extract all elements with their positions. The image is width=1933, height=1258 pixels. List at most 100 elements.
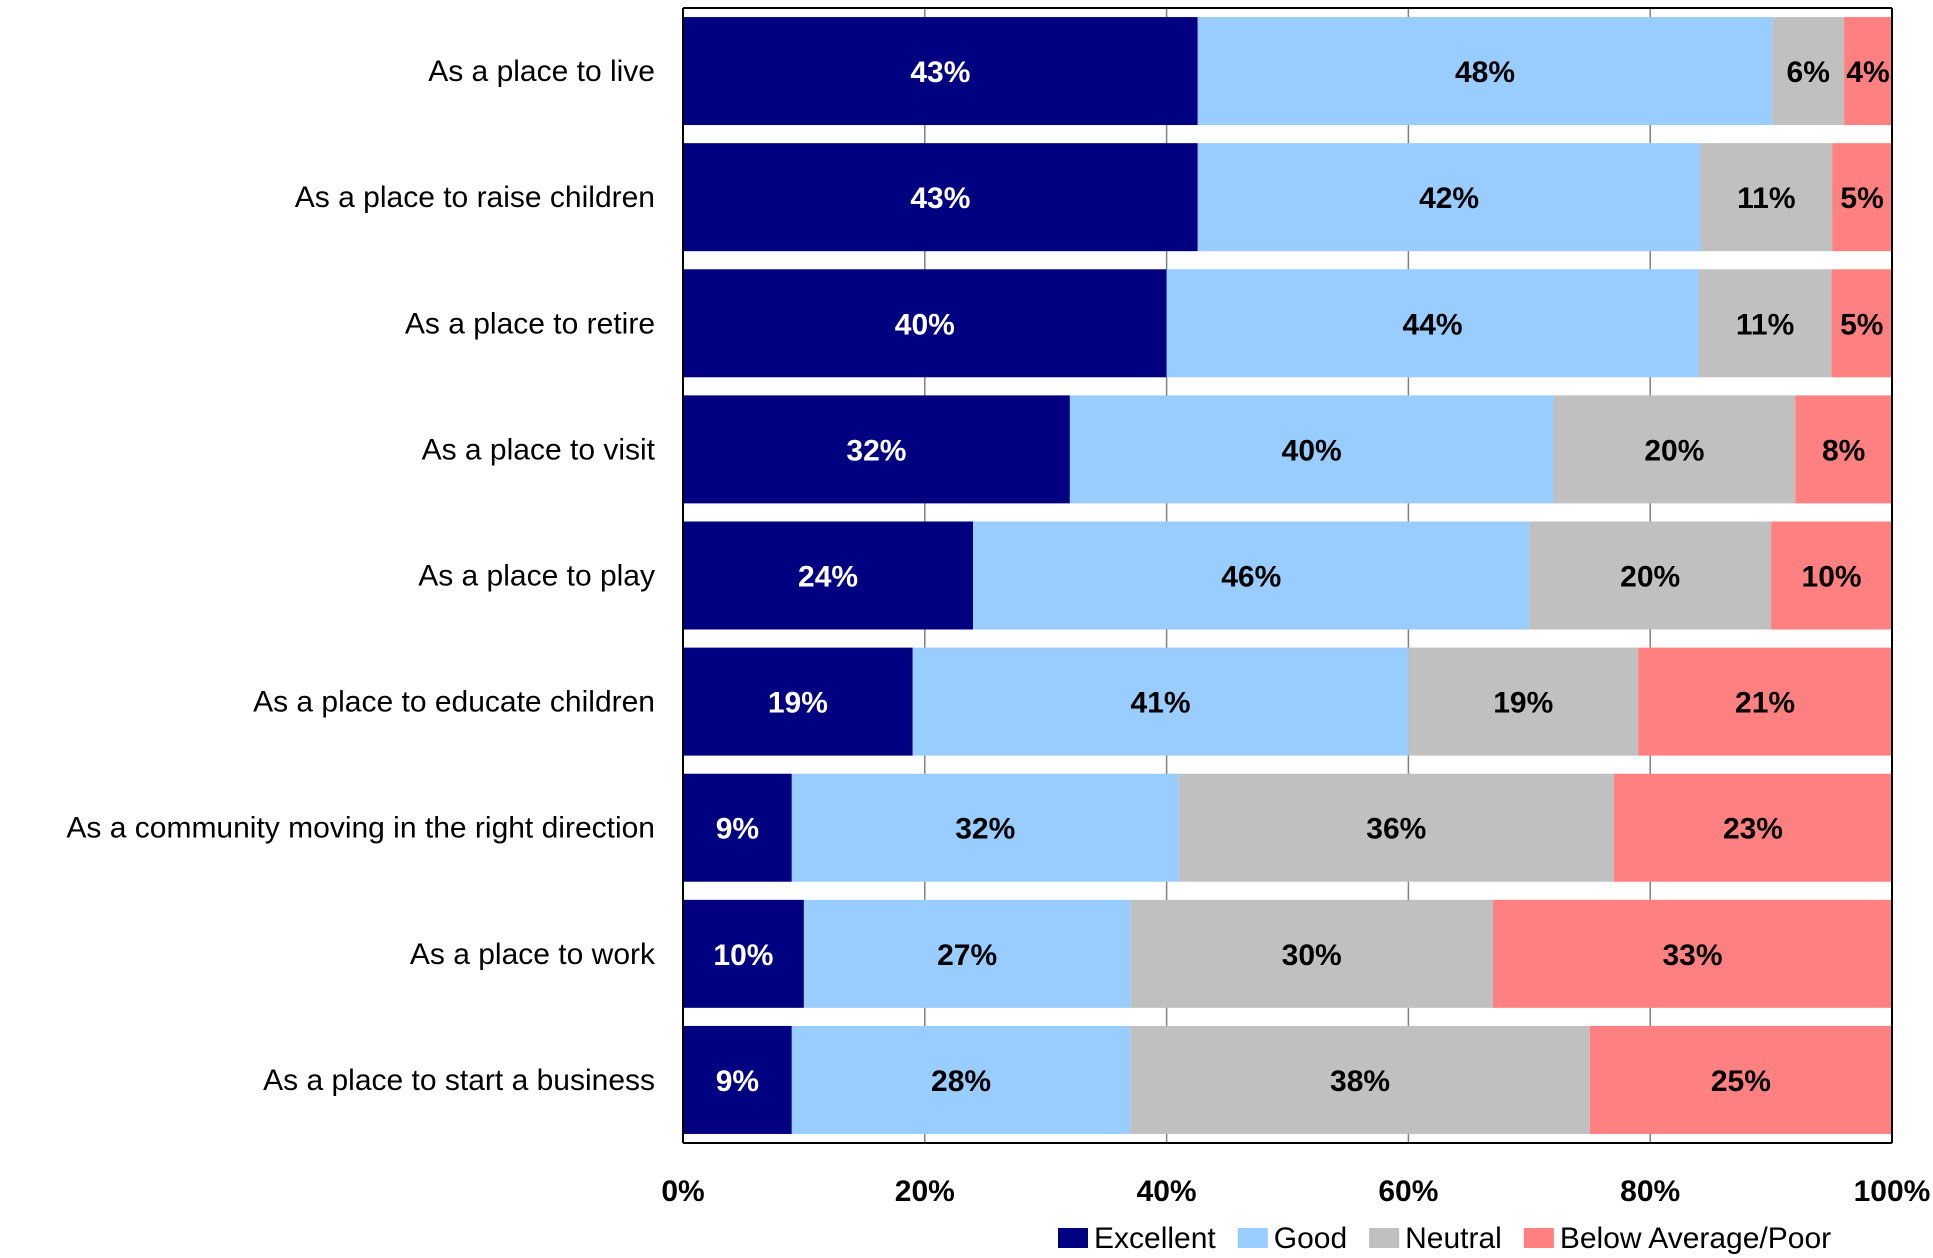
category-label-2: As a place to raise children	[295, 181, 655, 214]
category-label-4: As a place to visit	[422, 433, 656, 466]
category-label-1: As a place to live	[428, 55, 655, 88]
bar-neutral-8	[1130, 899, 1494, 1008]
bar-neutral-6	[1408, 647, 1639, 756]
bar-neutral-4	[1553, 395, 1796, 504]
bar-good-1	[1197, 17, 1773, 126]
bar-excellent-6	[683, 647, 913, 756]
data-label-neutral-1: 6%	[1787, 56, 1830, 89]
legend-swatch-neutral	[1369, 1228, 1400, 1248]
category-label-6: As a place to educate children	[253, 686, 655, 719]
bar-neutral-7	[1178, 773, 1614, 882]
data-label-neutral-7: 36%	[1366, 813, 1426, 846]
bar-below-average-poor-4	[1795, 395, 1892, 504]
category-label-3: As a place to retire	[405, 307, 655, 340]
category-labels: As a place to live As a place to raise ch…	[66, 55, 656, 1097]
data-label-excellent-2: 43%	[910, 182, 970, 215]
x-tick-label-60: 60%	[1378, 1175, 1438, 1208]
bar-good-8	[803, 899, 1131, 1008]
bar-excellent-7	[683, 773, 792, 882]
bar-good-9	[791, 1025, 1131, 1134]
x-tick-labels: 0% 20% 40% 60% 80% 100%	[661, 1175, 1930, 1208]
bar-below-average-poor-1	[1844, 17, 1892, 126]
data-label-below-average-poor-7: 23%	[1723, 813, 1783, 846]
bar-below-average-poor-3	[1831, 269, 1892, 378]
bar-excellent-8	[683, 899, 804, 1008]
legend: Excellent Good Neutral Below Average/Poor	[1058, 1222, 1831, 1255]
data-label-below-average-poor-5: 10%	[1802, 561, 1862, 594]
data-label-neutral-3: 11%	[1736, 308, 1794, 341]
legend-label-excellent: Excellent	[1094, 1222, 1216, 1255]
data-label-excellent-7: 9%	[716, 813, 759, 846]
bar-neutral-3	[1698, 269, 1832, 378]
bar-neutral-1	[1772, 17, 1845, 126]
data-label-neutral-6: 19%	[1493, 687, 1553, 720]
bar-good-6	[912, 647, 1409, 756]
data-label-excellent-8: 10%	[713, 939, 773, 972]
bar-excellent-5	[683, 521, 974, 630]
bar-below-average-poor-5	[1771, 521, 1892, 630]
data-label-below-average-poor-9: 25%	[1711, 1065, 1771, 1098]
x-tick-label-80: 80%	[1620, 1175, 1680, 1208]
bar-neutral-9	[1130, 1025, 1590, 1134]
bar-below-average-poor-9	[1589, 1025, 1892, 1134]
data-label-excellent-3: 40%	[895, 308, 955, 341]
data-label-below-average-poor-3: 5%	[1840, 308, 1883, 341]
data-label-neutral-5: 20%	[1620, 561, 1680, 594]
bars: 43% 48% 6% 4% 43% 42% 11% 5% 40% 44% 11% 5% 32% 40% 20…	[683, 17, 1892, 1134]
bar-excellent-9	[683, 1025, 792, 1134]
data-label-below-average-poor-4: 8%	[1822, 434, 1865, 467]
data-label-neutral-4: 20%	[1644, 434, 1704, 467]
x-tick-label-100: 100%	[1854, 1175, 1931, 1208]
data-label-good-4: 40%	[1282, 434, 1342, 467]
data-label-good-6: 41%	[1131, 687, 1191, 720]
data-label-below-average-poor-8: 33%	[1662, 939, 1722, 972]
bar-below-average-poor-8	[1493, 899, 1892, 1008]
bar-neutral-2	[1700, 143, 1833, 252]
data-label-neutral-2: 11%	[1737, 182, 1795, 215]
data-label-excellent-1: 43%	[910, 56, 970, 89]
data-label-below-average-poor-2: 5%	[1840, 182, 1883, 215]
legend-swatch-excellent	[1058, 1228, 1088, 1248]
bar-good-5	[973, 521, 1530, 630]
data-label-good-1: 48%	[1455, 56, 1515, 89]
data-label-excellent-4: 32%	[846, 434, 906, 467]
category-label-9: As a place to start a business	[263, 1064, 655, 1097]
data-label-good-7: 32%	[955, 813, 1015, 846]
bar-below-average-poor-6	[1638, 647, 1892, 756]
bar-below-average-poor-2	[1832, 143, 1892, 252]
legend-swatch-good	[1237, 1228, 1268, 1248]
bar-excellent-2	[683, 143, 1198, 252]
data-label-excellent-9: 9%	[716, 1065, 759, 1098]
legend-label-good: Good	[1274, 1222, 1347, 1255]
legend-label-below-average-poor: Below Average/Poor	[1560, 1222, 1831, 1255]
data-label-good-2: 42%	[1419, 182, 1479, 215]
bar-good-2	[1197, 143, 1701, 252]
category-label-5: As a place to play	[418, 560, 655, 593]
data-label-excellent-6: 19%	[768, 687, 828, 720]
bar-good-7	[791, 773, 1179, 882]
data-label-good-5: 46%	[1221, 561, 1281, 594]
x-tick-label-20: 20%	[895, 1175, 955, 1208]
bar-good-3	[1166, 269, 1699, 378]
bar-excellent-3	[683, 269, 1167, 378]
data-label-below-average-poor-1: 4%	[1846, 56, 1889, 89]
legend-label-neutral: Neutral	[1405, 1222, 1502, 1255]
bar-excellent-1	[683, 17, 1198, 126]
bar-good-4	[1069, 395, 1554, 504]
bar-excellent-4	[683, 395, 1070, 504]
data-label-excellent-5: 24%	[798, 561, 858, 594]
legend-swatch-below-average-poor	[1523, 1228, 1554, 1248]
data-label-neutral-9: 38%	[1330, 1065, 1390, 1098]
bar-below-average-poor-7	[1613, 773, 1892, 882]
data-label-good-9: 28%	[931, 1065, 991, 1098]
bar-neutral-5	[1529, 521, 1772, 630]
category-label-8: As a place to work	[410, 938, 656, 971]
data-label-neutral-8: 30%	[1282, 939, 1342, 972]
x-tick-label-0: 0%	[661, 1175, 704, 1208]
data-label-good-8: 27%	[937, 939, 997, 972]
data-label-good-3: 44%	[1403, 308, 1463, 341]
data-label-below-average-poor-6: 21%	[1735, 687, 1795, 720]
x-tick-label-40: 40%	[1137, 1175, 1197, 1208]
axes	[682, 7, 1893, 1144]
